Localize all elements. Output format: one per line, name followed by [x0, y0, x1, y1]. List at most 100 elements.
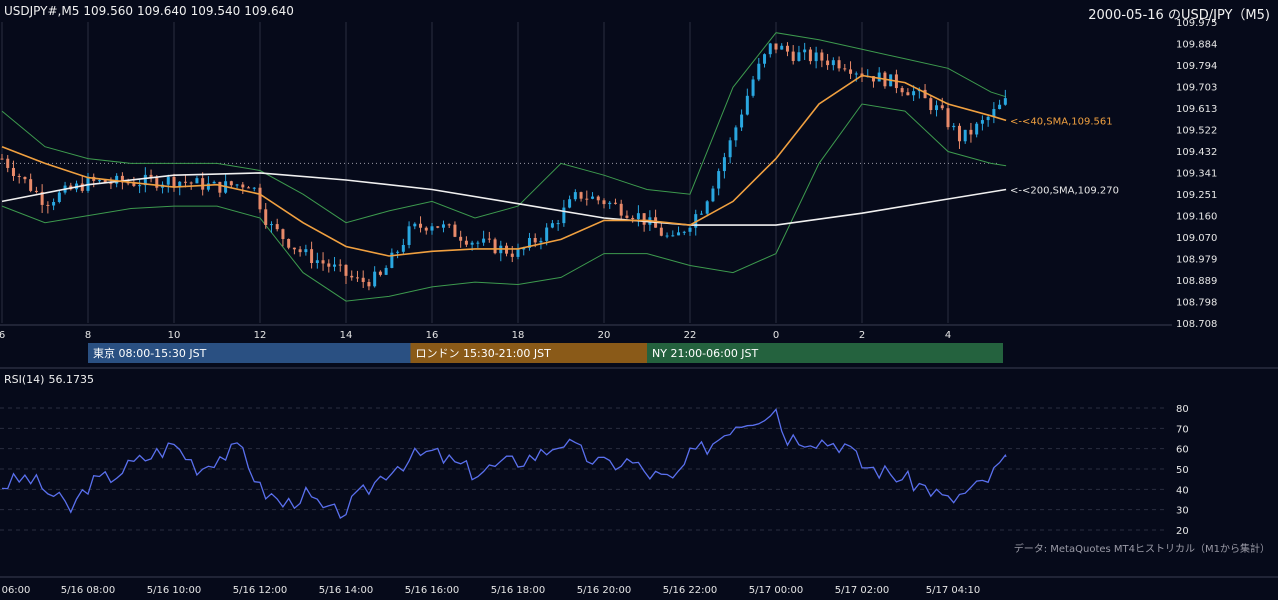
candle-body	[699, 213, 703, 215]
candle-body	[877, 72, 881, 82]
candle-body	[808, 49, 812, 62]
candle-body	[717, 171, 721, 189]
candle-body	[780, 45, 784, 50]
candle-body	[126, 182, 130, 184]
candle-body	[539, 240, 543, 243]
hour-tick-label: 12	[254, 330, 267, 341]
axes: 6 8 10 12 14 16 18 20 22 0 2 4 109.975 109.884 109.794…	[0, 18, 1278, 578]
candle-body	[986, 116, 990, 121]
candle-body	[57, 192, 61, 202]
price-tick-label: 109.975	[1176, 18, 1217, 29]
candle-body	[247, 187, 251, 189]
candle-body	[275, 224, 279, 230]
price-tick-label: 109.522	[1176, 126, 1217, 137]
candle-body	[201, 178, 205, 190]
candle-body	[23, 176, 27, 180]
sma-200-line	[1, 172, 1007, 226]
rsi-value: 56.1735	[48, 373, 94, 386]
candle-body	[315, 260, 319, 264]
candle-body	[6, 158, 10, 168]
hour-tick-label: 14	[340, 330, 353, 341]
time-tick-label: 5/17 00:00	[749, 585, 803, 596]
sma-40-line	[1, 74, 1007, 257]
candle-body	[229, 181, 233, 186]
candle-body	[665, 235, 669, 237]
candle-body	[206, 183, 210, 190]
candle-body	[826, 60, 830, 66]
candle-body	[166, 176, 170, 185]
time-tick-label: 5/16 16:00	[405, 585, 459, 596]
candle-body	[183, 181, 187, 183]
candle-body	[304, 249, 308, 253]
candle-body	[17, 176, 21, 178]
candle-body	[831, 60, 835, 66]
hour-tick-label: 22	[684, 330, 697, 341]
candle-body	[109, 183, 113, 185]
candle-body	[212, 181, 216, 184]
price-tick-label: 108.889	[1176, 276, 1217, 287]
candle-body	[115, 175, 119, 184]
candle-body	[957, 125, 961, 142]
candle-body	[768, 43, 772, 55]
candle-body	[34, 190, 38, 192]
open-price: 109.560	[83, 4, 133, 18]
candle-body	[138, 185, 142, 187]
candle-body	[631, 217, 635, 220]
candle-body	[350, 275, 354, 278]
candle-body	[745, 95, 749, 115]
time-tick-label: 5/16 22:00	[663, 585, 717, 596]
candle-body	[573, 192, 577, 200]
hour-tick-label: 0	[773, 330, 779, 341]
candle-body	[522, 247, 526, 250]
time-tick-label: 5/16 10:00	[147, 585, 201, 596]
candle-body	[281, 229, 285, 240]
candle-body	[378, 271, 382, 275]
candle-body	[476, 242, 480, 244]
rsi-tick-label: 60	[1176, 445, 1189, 456]
candle-body	[613, 202, 617, 204]
price-tick-label: 109.070	[1176, 233, 1217, 244]
candle-body	[510, 253, 514, 257]
candle-body	[791, 51, 795, 61]
candle-body	[969, 129, 973, 135]
time-tick-label: 06:00	[2, 585, 31, 596]
candle-body	[591, 196, 595, 199]
rsi-label: RSI(14)	[4, 373, 45, 386]
price-tick-label: 109.341	[1176, 169, 1217, 180]
candle-body	[97, 180, 101, 182]
hour-tick-label: 8	[85, 330, 91, 341]
high-price: 109.640	[136, 4, 187, 18]
candle-body	[178, 181, 182, 188]
candle-body	[103, 180, 107, 184]
candle-body	[763, 54, 767, 64]
candle-body	[849, 69, 853, 74]
sma-200-label: <-<200,SMA,109.270	[1010, 185, 1119, 196]
time-tick-label: 5/17 04:10	[926, 585, 980, 596]
candle-body	[252, 187, 256, 189]
candle-body	[711, 188, 715, 202]
candle-body	[493, 239, 497, 254]
candle-body	[545, 227, 549, 241]
candle-body	[258, 187, 262, 210]
candle-body	[929, 98, 933, 111]
candle-body	[120, 175, 124, 183]
candle-body	[608, 202, 612, 205]
session-block	[88, 343, 411, 363]
time-tick-label: 5/16 08:00	[61, 585, 115, 596]
candle-body	[803, 49, 807, 53]
price-tick-label: 108.708	[1176, 319, 1217, 330]
price-tick-label: 109.251	[1176, 190, 1217, 201]
hour-tick-label: 10	[168, 330, 181, 341]
rsi-tick-label: 40	[1176, 485, 1189, 496]
candle-body	[579, 192, 583, 199]
candle-body	[556, 223, 560, 225]
price-tick-label: 109.613	[1176, 104, 1217, 115]
candle-body	[935, 105, 939, 111]
candle-body	[682, 231, 686, 233]
candle-body	[338, 264, 342, 266]
candle-body	[688, 227, 692, 232]
candle-body	[774, 43, 778, 50]
time-tick-label: 5/16 20:00	[577, 585, 631, 596]
price-tick-label: 109.703	[1176, 83, 1217, 94]
candle-body	[143, 174, 147, 186]
